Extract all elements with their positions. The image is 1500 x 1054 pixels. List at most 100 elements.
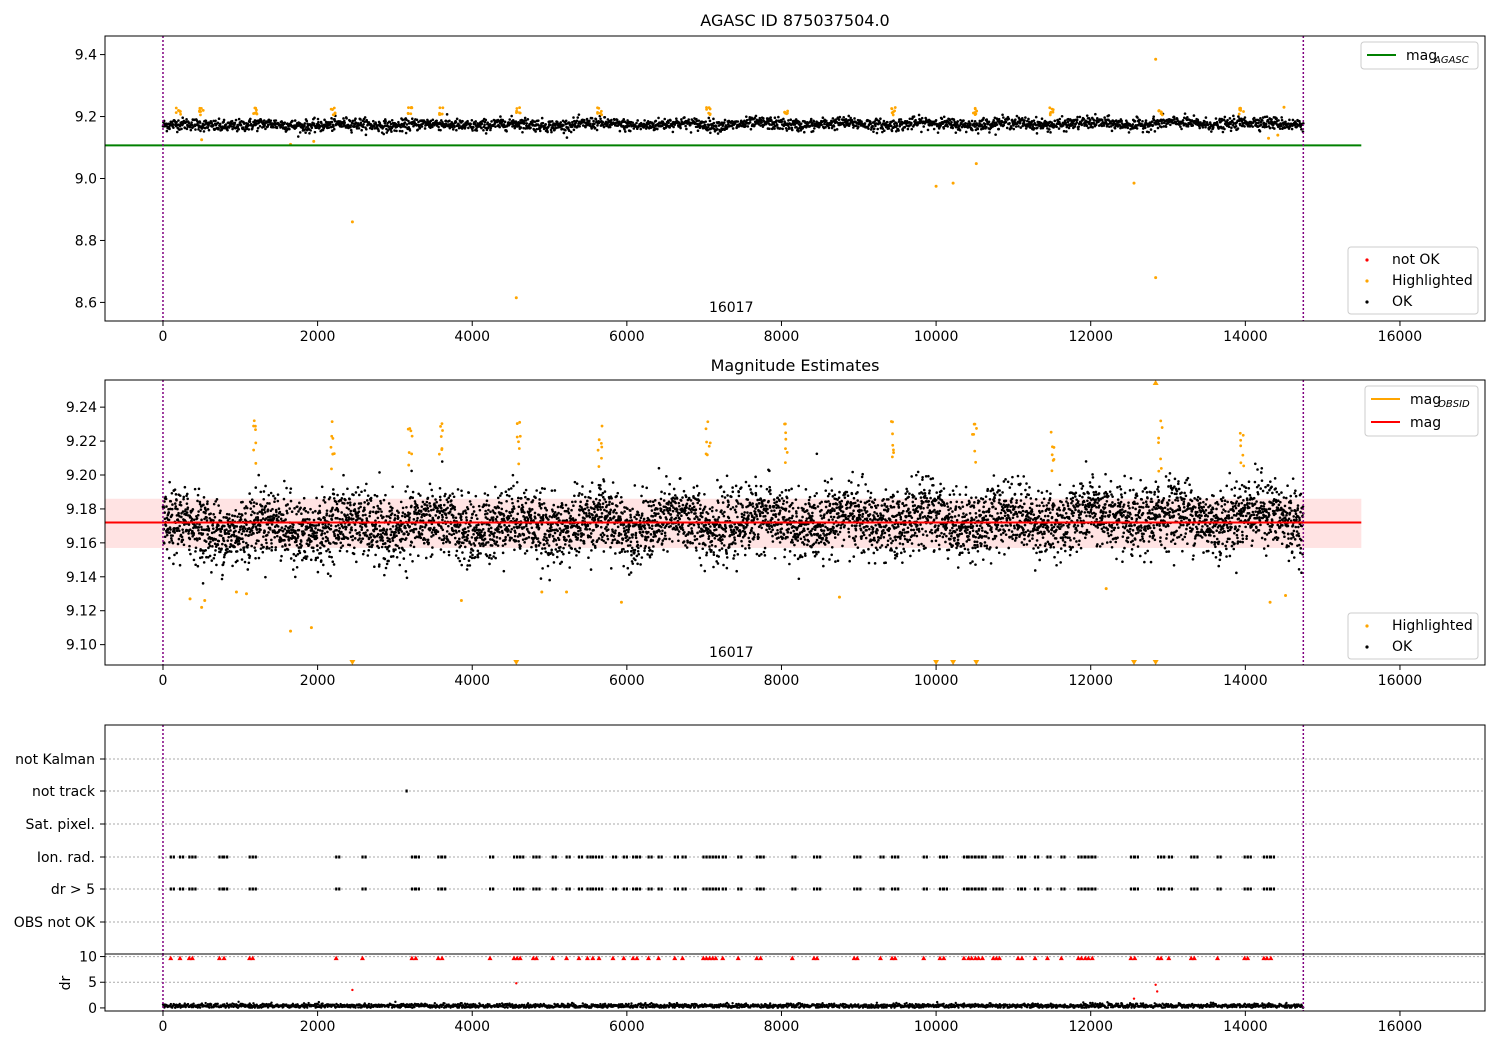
ok-point (248, 492, 251, 495)
ok-point (326, 509, 329, 512)
ok-point (227, 536, 230, 539)
ok-point (1261, 119, 1264, 122)
ok-point (270, 539, 273, 542)
ok-point (316, 531, 319, 534)
ok-point (394, 517, 397, 520)
ok-point (496, 516, 499, 519)
ok-point (334, 120, 337, 123)
ok-point (360, 528, 363, 531)
ok-point (446, 113, 449, 116)
ok-point (250, 502, 253, 505)
ok-point (1014, 118, 1017, 121)
y-tick-label: 9.0 (75, 172, 97, 188)
ok-point (392, 539, 395, 542)
ok-point (467, 127, 470, 130)
ok-point (367, 549, 370, 552)
ok-point (359, 506, 362, 509)
ok-point (282, 513, 285, 516)
ok-point (430, 489, 433, 492)
ok-point (498, 506, 501, 509)
ok-point (223, 556, 226, 559)
ok-point (971, 120, 974, 123)
ok-point (510, 115, 513, 118)
ok-point (913, 115, 916, 118)
ok-point (354, 523, 357, 526)
ok-point (259, 528, 262, 531)
ok-point (404, 527, 407, 530)
ok-point (179, 564, 182, 567)
ok-point (441, 528, 444, 531)
ok-point (414, 508, 417, 511)
ok-point (374, 494, 377, 497)
ok-point (182, 531, 185, 534)
ok-point (902, 129, 905, 132)
ok-point (776, 124, 779, 127)
ok-point (264, 511, 267, 514)
ok-point (360, 490, 363, 493)
ok-point (354, 508, 357, 511)
ok-point (484, 538, 487, 541)
ok-point (476, 129, 479, 132)
ok-point (299, 131, 302, 134)
legend-mag-agasc-sub: AGASC (1433, 55, 1469, 66)
ok-point (431, 553, 434, 556)
ok-point (193, 518, 196, 521)
ok-point (443, 537, 446, 540)
ok-point (291, 120, 294, 123)
ok-point (320, 552, 323, 555)
ok-point (541, 117, 544, 120)
ok-point (487, 494, 490, 497)
ok-point (1036, 126, 1039, 129)
ok-point (984, 123, 987, 126)
ok-point (372, 510, 375, 513)
ok-point (636, 119, 639, 122)
ok-point (312, 550, 315, 553)
ok-point (219, 551, 222, 554)
ok-point (395, 527, 398, 530)
ok-point (452, 128, 455, 131)
ok-point (179, 501, 182, 504)
ok-point (379, 508, 382, 511)
ok-point (524, 117, 527, 120)
ok-point (242, 541, 245, 544)
ok-point (486, 512, 489, 515)
ok-point (186, 502, 189, 505)
ok-point (460, 518, 463, 521)
ok-point (407, 532, 410, 535)
ok-point (262, 551, 265, 554)
ok-point (1288, 119, 1291, 122)
ok-point (397, 121, 400, 124)
legend-highlighted-marker (1365, 279, 1368, 282)
ok-point (382, 539, 385, 542)
ok-point (456, 118, 459, 121)
ok-point (275, 511, 278, 514)
ok-point (618, 121, 621, 124)
ok-point (326, 537, 329, 540)
ok-point (333, 493, 336, 496)
ok-point (712, 118, 715, 121)
ok-point (313, 122, 316, 125)
ok-point (297, 535, 300, 538)
ok-point (1007, 118, 1010, 121)
ok-point (234, 509, 237, 512)
ok-point (387, 560, 390, 563)
x-tick-label: 10000 (914, 329, 959, 345)
ok-point (241, 537, 244, 540)
ok-point (248, 561, 251, 564)
ok-point (381, 546, 384, 549)
ok-point (200, 526, 203, 529)
ok-point (1207, 123, 1210, 126)
ok-point (371, 128, 374, 131)
ok-point (508, 495, 511, 498)
ok-point (471, 513, 474, 516)
ok-point (492, 519, 495, 522)
ok-point (191, 517, 194, 520)
ok-point (1120, 120, 1123, 123)
ok-point (499, 537, 502, 540)
ok-point (1108, 114, 1111, 117)
ok-point (354, 529, 357, 532)
ok-point (230, 550, 233, 553)
ok-point (709, 131, 712, 134)
ok-point (272, 495, 275, 498)
ok-point (168, 541, 171, 544)
